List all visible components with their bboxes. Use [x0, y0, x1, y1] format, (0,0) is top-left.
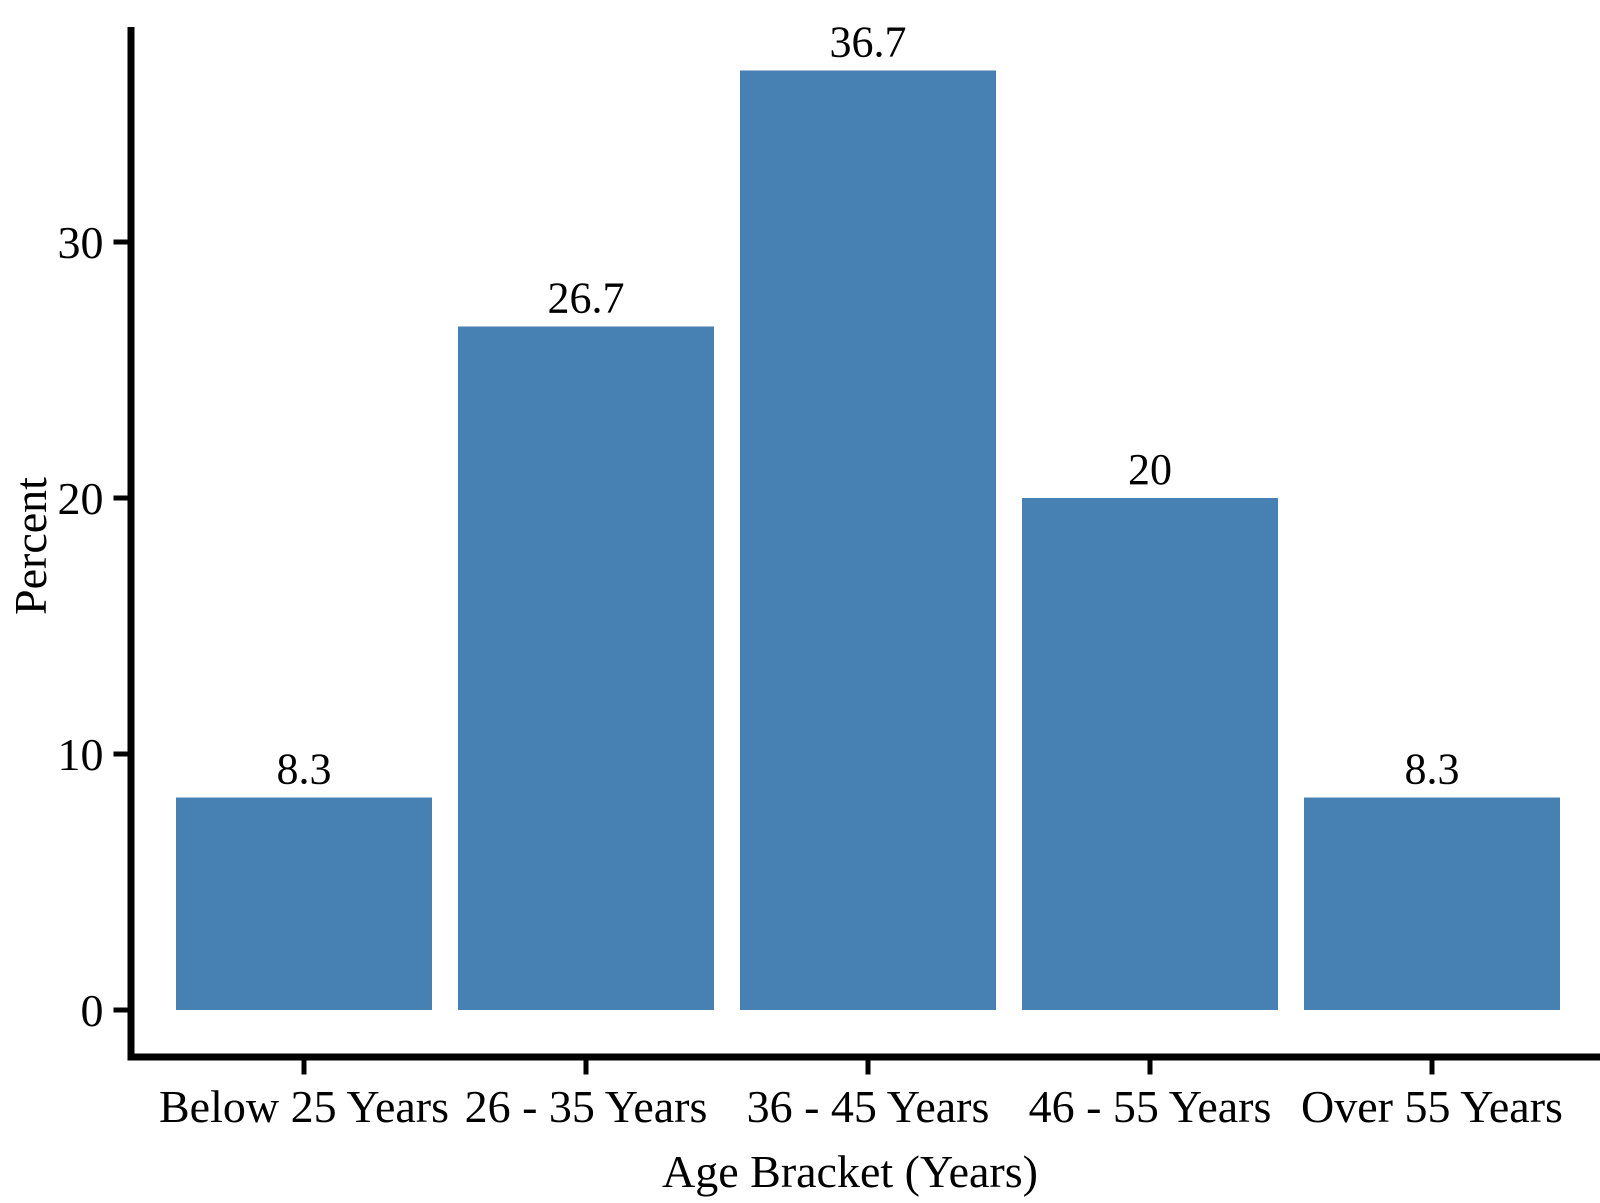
x-axis-line: [127, 1053, 1600, 1061]
x-axis-category-label: 26 - 35 Years: [465, 1081, 708, 1132]
x-axis-tick: [583, 1060, 589, 1075]
y-axis-tick: [113, 751, 128, 757]
x-axis-category-label: Below 25 Years: [159, 1081, 449, 1132]
y-axis-tick-label: 0: [81, 985, 104, 1036]
bar-value-label: 36.7: [830, 17, 907, 66]
bar-value-label: 8.3: [277, 745, 332, 794]
bar-value-label: 20: [1128, 445, 1172, 494]
x-axis-category-label: Over 55 Years: [1301, 1081, 1563, 1132]
y-axis-tick: [113, 495, 128, 501]
bar-over-55-years: [1304, 797, 1560, 1010]
x-axis-category-label: 46 - 55 Years: [1029, 1081, 1272, 1132]
bar-46-55-years: [1022, 498, 1278, 1010]
y-axis-ticks-group: 0 10 20 30: [58, 217, 128, 1036]
y-axis-line: [127, 27, 135, 1061]
y-axis-title: Percent: [5, 477, 56, 615]
axes-group: [127, 27, 1600, 1061]
y-axis-tick-label: 10: [58, 729, 104, 780]
x-axis-category-label: 36 - 45 Years: [747, 1081, 990, 1132]
x-axis-tick: [1429, 1060, 1435, 1075]
x-axis-tick: [1147, 1060, 1153, 1075]
bars-group: [176, 70, 1560, 1011]
bar-26-35-years: [458, 326, 714, 1011]
y-axis-tick: [113, 239, 128, 245]
bar-36-45-years: [740, 70, 996, 1011]
x-axis-tick: [301, 1060, 307, 1075]
x-axis-title: Age Bracket (Years): [662, 1146, 1038, 1197]
y-axis-tick-label: 20: [58, 473, 104, 524]
bar-below-25-years: [176, 797, 432, 1010]
bar-value-labels-group: 8.3 26.7 36.7 20 8.3: [277, 17, 1460, 793]
y-axis-tick: [113, 1007, 128, 1013]
x-axis-ticks-group: [301, 1060, 1435, 1075]
bar-value-label: 8.3: [1405, 745, 1460, 794]
x-axis-category-labels-group: Below 25 Years 26 - 35 Years 36 - 45 Years…: [159, 1081, 1563, 1132]
x-axis-tick: [865, 1060, 871, 1075]
bar-value-label: 26.7: [548, 273, 625, 322]
y-axis-tick-label: 30: [58, 217, 104, 268]
